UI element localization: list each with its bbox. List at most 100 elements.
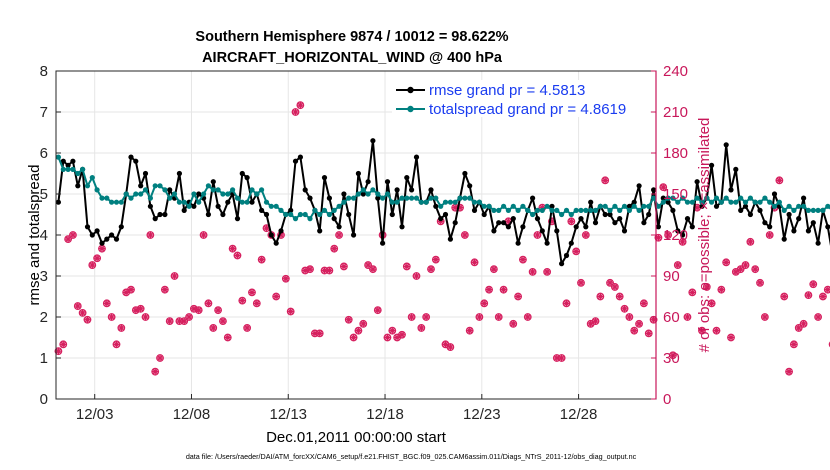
obs-point (136, 304, 145, 313)
totalspread-point (75, 170, 81, 177)
rmse-point (626, 203, 633, 209)
obs-point (199, 231, 208, 239)
chart-title-line-1: Southern Hemisphere 9874 / 10012 = 98.62… (195, 29, 508, 45)
totalspread-point (689, 199, 695, 205)
rmse-point (438, 216, 444, 222)
legend-box (392, 80, 650, 117)
obs-assimilated-stroke (786, 368, 793, 375)
obs-assimilated-stroke (229, 245, 236, 252)
obs-assimilated-stroke (679, 238, 686, 245)
obs-assimilated-stroke (244, 324, 251, 331)
obs-assimilated-stroke (805, 292, 812, 299)
totalspread-point (655, 203, 662, 209)
obs-point (741, 261, 750, 269)
totalspread-point (539, 207, 545, 213)
obs-assimilated-stroke (790, 341, 797, 348)
totalspread-point (612, 203, 618, 209)
obs-assimilated-stroke (60, 341, 67, 348)
rmse-point (94, 228, 100, 234)
obs-assimilated-stroke (355, 327, 362, 334)
rmse-point (239, 170, 245, 177)
rmse-point (225, 199, 231, 205)
x-axis-label: Dec.01,2011 00:00:00 start (266, 429, 447, 446)
totalspread-point (573, 207, 579, 213)
obs-point (407, 313, 416, 321)
obs-assimilated-stroke (534, 231, 541, 239)
rmse-point (210, 179, 216, 185)
rmse-point (791, 228, 797, 234)
totalspread-point (273, 203, 279, 209)
obs-assimilated-stroke (84, 316, 91, 323)
right-tick-label-5: 150 (663, 186, 688, 203)
obs-assimilated-stroke (389, 327, 396, 334)
rmse-point (738, 207, 744, 213)
totalspread-point (442, 199, 449, 205)
obs-point (219, 317, 227, 326)
totalspread-point (317, 211, 323, 218)
rmse-point (515, 240, 521, 246)
totalspread-point (263, 199, 270, 205)
totalspread-point (438, 203, 444, 209)
obs-assimilated-stroke (98, 245, 106, 252)
totalspread-point (621, 203, 628, 209)
rmse-point (530, 195, 536, 201)
totalspread-point (191, 191, 197, 197)
obs-point (819, 292, 827, 301)
obs-assimilated-stroke (674, 262, 681, 269)
rmse-point (471, 207, 478, 213)
obs-point (678, 237, 687, 246)
totalspread-point (578, 207, 584, 213)
obs-point (756, 278, 764, 287)
obs-assimilated-stroke (819, 293, 826, 300)
rmse-point (757, 207, 763, 213)
legend-rmse-label: rmse grand pr = 4.5813 (429, 82, 585, 99)
totalspread-point (157, 183, 163, 189)
obs-assimilated-stroke (418, 324, 425, 331)
rmse-point (181, 207, 187, 213)
obs-point (785, 367, 793, 376)
rmse-point (65, 162, 71, 168)
totalspread-point (728, 199, 734, 205)
rmse-point (452, 220, 458, 226)
obs-point (794, 324, 803, 332)
obs-point (383, 333, 392, 342)
rmse-point (534, 216, 541, 222)
obs-point (828, 341, 830, 348)
obs-assimilated-stroke (524, 313, 531, 321)
obs-point (252, 299, 261, 308)
totalspread-point (767, 199, 773, 205)
obs-point (572, 247, 581, 256)
obs-point (412, 272, 421, 280)
rmse-point (563, 252, 570, 259)
totalspread-point (481, 203, 487, 209)
rmse-point (505, 224, 511, 230)
rmse-point (355, 170, 361, 177)
rmse-point (375, 195, 381, 201)
obs-point (127, 285, 135, 294)
totalspread-point (346, 195, 352, 201)
obs-assimilated-stroke (200, 231, 207, 239)
obs-assimilated-stroke (519, 256, 526, 263)
obs-assimilated-stroke (815, 313, 822, 321)
rmse-point (404, 175, 410, 181)
rmse-point (104, 236, 110, 242)
rmse-point (302, 187, 308, 193)
obs-point (567, 217, 576, 226)
obs-point (151, 367, 160, 376)
totalspread-point (742, 199, 749, 205)
obs-assimilated-stroke (747, 238, 754, 245)
totalspread-point (118, 199, 124, 205)
right-tick-label-0: 0 (663, 391, 671, 408)
obs-assimilated-stroke (340, 263, 347, 270)
totalspread-point (815, 207, 821, 213)
obs-assimilated-stroke (118, 324, 125, 331)
rmse-point (641, 220, 647, 226)
rmse-point (442, 211, 449, 218)
totalspread-point (617, 207, 623, 213)
obs-point (470, 258, 479, 267)
rmse-point (394, 187, 400, 193)
rmse-point (767, 224, 773, 230)
obs-assimilated-stroke (461, 231, 468, 239)
obs-point (804, 291, 813, 300)
obs-point (402, 262, 411, 271)
